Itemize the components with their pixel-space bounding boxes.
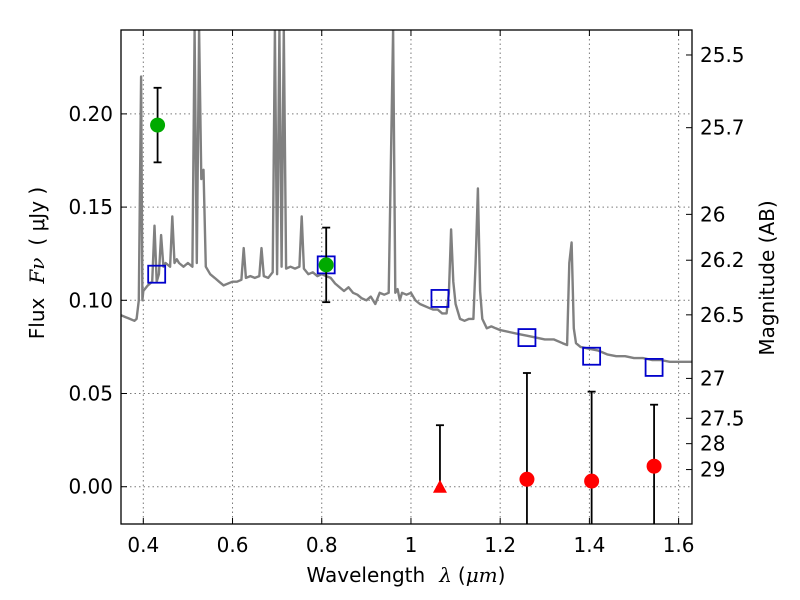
observed-flux-marker bbox=[584, 473, 600, 489]
model-photometry-marker bbox=[147, 264, 167, 284]
x-axis-ticks: 0.4 0.6 0.8 1 1.2 1.4 1.6 bbox=[127, 30, 695, 557]
y2-tick-label: 25.5 bbox=[700, 43, 745, 67]
y2-tick-label: 29 bbox=[700, 458, 725, 482]
x-tick-label: 0.6 bbox=[217, 533, 249, 557]
model-photometry-marker bbox=[644, 358, 664, 377]
x-tick-label: 1.4 bbox=[573, 533, 605, 557]
model-photometry-marker bbox=[430, 289, 450, 308]
observed-flux-marker bbox=[318, 257, 334, 273]
upper-limit-marker bbox=[432, 479, 447, 493]
model-photometry-marker bbox=[582, 346, 602, 366]
grid-lines bbox=[121, 30, 692, 524]
y2-tick-label: 26 bbox=[700, 202, 725, 226]
plot-frame bbox=[120, 29, 693, 525]
y2-tick-label: 26.2 bbox=[700, 248, 745, 272]
y-tick-label: 0.10 bbox=[68, 288, 113, 312]
y2-tick-label: 28 bbox=[700, 432, 725, 456]
x-tick-label: 0.4 bbox=[127, 533, 159, 557]
y-axis-ticks: 0.00 0.05 0.10 0.15 0.20 bbox=[68, 102, 127, 499]
y-tick-label: 0.15 bbox=[68, 195, 113, 219]
observed-flux-marker bbox=[519, 471, 535, 487]
y2-tick-label: 25.7 bbox=[700, 116, 745, 140]
y-axis-label: FluxFν( μJy ) bbox=[25, 187, 49, 339]
x-axis-label: Wavelength λ (μm) bbox=[307, 563, 506, 587]
observed-flux-marker bbox=[150, 117, 166, 133]
x-tick-label: 1 bbox=[405, 533, 418, 557]
spectrum-line bbox=[121, 30, 692, 363]
photometry-points bbox=[147, 86, 664, 524]
y2-tick-label: 27 bbox=[700, 366, 725, 390]
y-tick-label: 0.20 bbox=[68, 102, 113, 126]
x-tick-label: 1.2 bbox=[484, 533, 516, 557]
x-tick-label: 1.6 bbox=[663, 533, 695, 557]
observed-flux-marker bbox=[646, 458, 662, 474]
x-tick-label: 0.8 bbox=[306, 533, 338, 557]
spectrum-series bbox=[121, 30, 692, 363]
model-photometry-marker bbox=[517, 328, 537, 347]
y2-tick-label: 26.5 bbox=[700, 303, 745, 327]
y-tick-label: 0.05 bbox=[68, 382, 113, 406]
y2-tick-label: 27.5 bbox=[700, 406, 745, 430]
y-tick-label: 0.00 bbox=[68, 475, 113, 499]
y2-axis-label: Magnitude (AB) bbox=[755, 200, 779, 355]
